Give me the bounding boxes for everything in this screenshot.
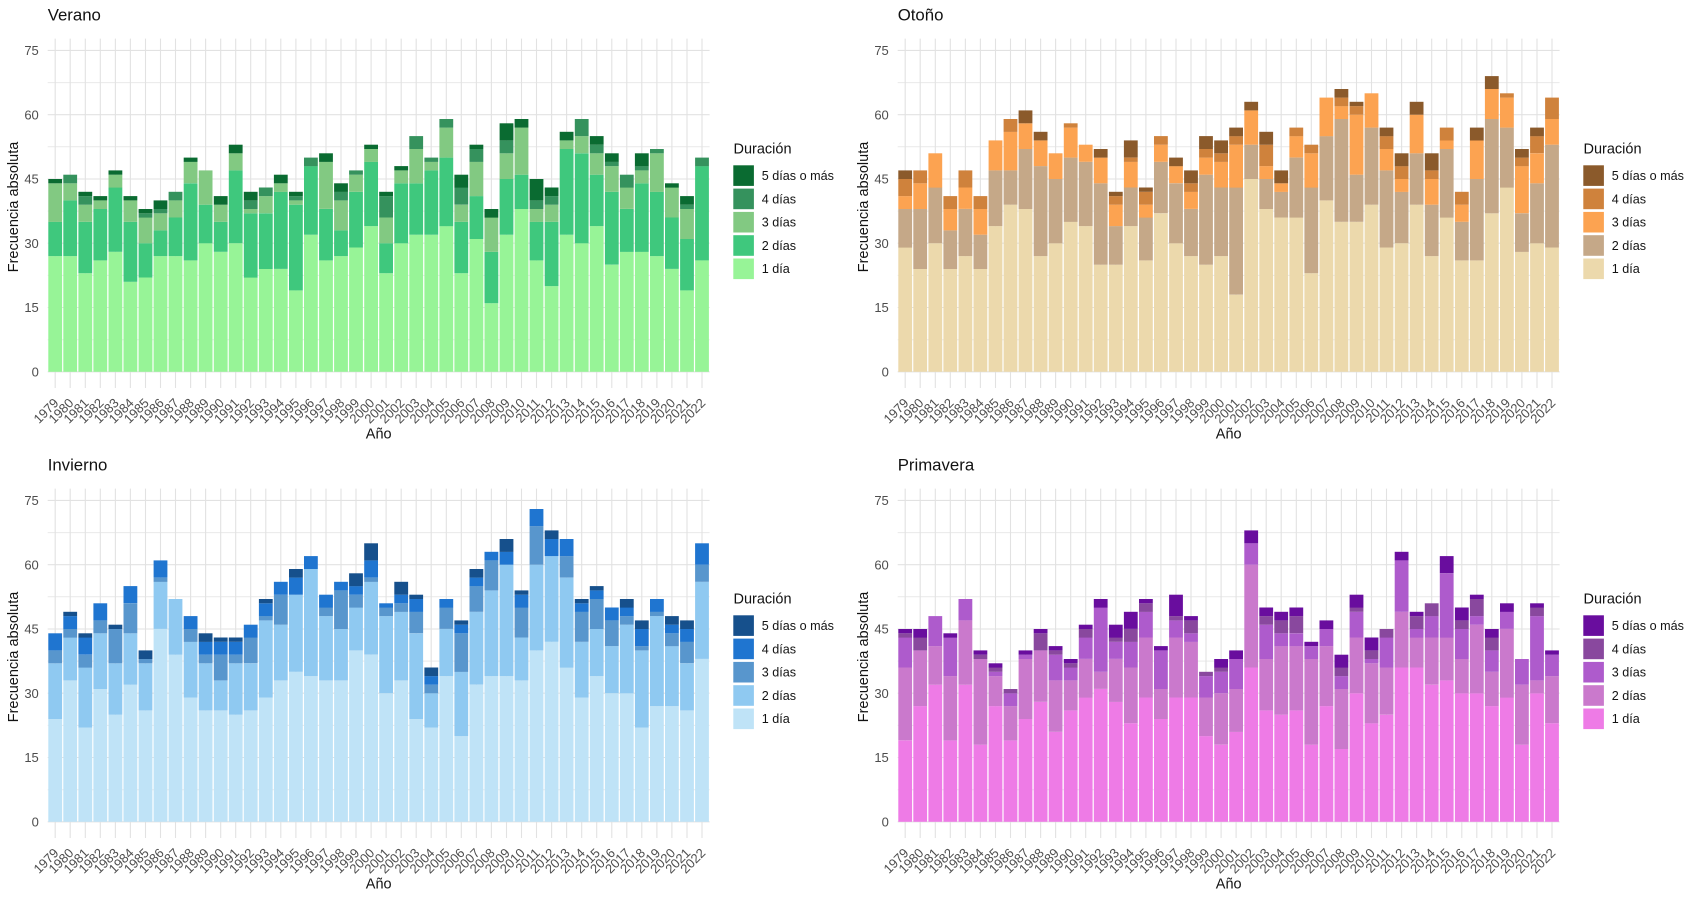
svg-text:Duración: Duración — [1584, 142, 1642, 158]
svg-text:30: 30 — [24, 236, 38, 251]
svg-text:45: 45 — [24, 172, 38, 187]
svg-text:0: 0 — [882, 814, 889, 829]
svg-text:Frecuencia absoluta: Frecuencia absoluta — [6, 591, 22, 723]
svg-text:5 días o más: 5 días o más — [1612, 169, 1684, 183]
svg-text:Frecuencia absoluta: Frecuencia absoluta — [856, 141, 872, 273]
svg-text:3 días: 3 días — [762, 666, 796, 680]
svg-text:Año: Año — [366, 876, 392, 892]
svg-text:Duración: Duración — [734, 592, 792, 608]
svg-text:5 días o más: 5 días o más — [1612, 619, 1684, 633]
svg-text:Duración: Duración — [1584, 592, 1642, 608]
svg-text:5 días o más: 5 días o más — [762, 169, 834, 183]
svg-text:2 días: 2 días — [1612, 239, 1646, 253]
svg-text:0: 0 — [882, 364, 889, 379]
svg-text:1 día: 1 día — [762, 712, 790, 726]
svg-text:75: 75 — [24, 43, 38, 58]
svg-text:60: 60 — [874, 557, 888, 572]
svg-text:15: 15 — [24, 300, 38, 315]
svg-text:30: 30 — [24, 686, 38, 701]
svg-text:Verano: Verano — [48, 6, 101, 25]
svg-text:4 días: 4 días — [762, 642, 796, 656]
svg-text:Invierno: Invierno — [48, 456, 108, 475]
svg-text:15: 15 — [24, 750, 38, 765]
svg-text:4 días: 4 días — [1612, 192, 1646, 206]
svg-text:75: 75 — [874, 43, 888, 58]
svg-text:45: 45 — [874, 172, 888, 187]
svg-text:Otoño: Otoño — [898, 6, 944, 25]
svg-text:60: 60 — [874, 107, 888, 122]
svg-text:2 días: 2 días — [762, 239, 796, 253]
svg-text:Año: Año — [1216, 876, 1242, 892]
svg-text:3 días: 3 días — [762, 216, 796, 230]
svg-text:30: 30 — [874, 686, 888, 701]
svg-text:2 días: 2 días — [762, 689, 796, 703]
svg-text:75: 75 — [874, 493, 888, 508]
svg-text:3 días: 3 días — [1612, 216, 1646, 230]
svg-text:2 días: 2 días — [1612, 689, 1646, 703]
svg-text:60: 60 — [24, 557, 38, 572]
svg-text:0: 0 — [32, 364, 39, 379]
svg-text:Primavera: Primavera — [898, 456, 975, 475]
svg-text:4 días: 4 días — [1612, 642, 1646, 656]
svg-text:Frecuencia absoluta: Frecuencia absoluta — [856, 591, 872, 723]
svg-text:5 días o más: 5 días o más — [762, 619, 834, 633]
svg-text:30: 30 — [874, 236, 888, 251]
svg-text:1 día: 1 día — [762, 262, 790, 276]
svg-text:3 días: 3 días — [1612, 666, 1646, 680]
svg-text:1 día: 1 día — [1612, 712, 1640, 726]
svg-text:60: 60 — [24, 107, 38, 122]
svg-text:1 día: 1 día — [1612, 262, 1640, 276]
svg-text:45: 45 — [24, 622, 38, 637]
svg-text:Frecuencia absoluta: Frecuencia absoluta — [6, 141, 22, 273]
svg-text:Año: Año — [1216, 426, 1242, 442]
svg-text:4 días: 4 días — [762, 192, 796, 206]
svg-text:45: 45 — [874, 622, 888, 637]
svg-text:0: 0 — [32, 814, 39, 829]
svg-text:15: 15 — [874, 750, 888, 765]
svg-text:75: 75 — [24, 493, 38, 508]
svg-text:15: 15 — [874, 300, 888, 315]
svg-text:Año: Año — [366, 426, 392, 442]
svg-text:Duración: Duración — [734, 142, 792, 158]
